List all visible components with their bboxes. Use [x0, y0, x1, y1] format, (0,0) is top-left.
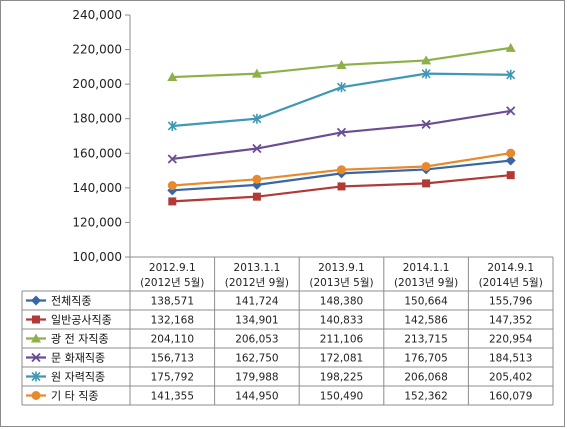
data-point [167, 154, 177, 164]
data-point [422, 179, 431, 188]
series-line [172, 109, 511, 161]
legend-label: 기 타 직종 [51, 390, 98, 403]
data-point [337, 182, 346, 191]
data-label: 175,792 [151, 372, 194, 384]
data-point [506, 148, 516, 158]
data-label: 147,352 [489, 315, 532, 327]
data-label: 152,362 [404, 391, 447, 403]
legend-key-marker [32, 315, 40, 324]
data-point [421, 55, 432, 65]
data-label: 176,705 [404, 353, 447, 365]
legend-key-marker [31, 371, 41, 382]
data-label: 205,402 [489, 372, 532, 384]
category-sublabel: (2013년 9월) [394, 277, 458, 289]
data-label: 156,713 [151, 353, 194, 365]
data-label: 141,355 [151, 391, 194, 403]
data-label: 155,796 [489, 296, 533, 308]
y-tick-label: 160,000 [72, 146, 122, 160]
data-point [251, 68, 262, 78]
data-label: 204,110 [151, 334, 194, 346]
data-label: 206,068 [404, 372, 447, 384]
data-label: 140,833 [320, 315, 363, 327]
y-tick-label: 100,000 [72, 250, 122, 264]
data-label: 134,901 [235, 315, 278, 327]
data-point [506, 106, 516, 116]
legend-label: 문 화재직종 [51, 352, 105, 365]
legend-label: 광 전 자직종 [51, 333, 109, 346]
data-point [505, 155, 516, 166]
category-sublabel: (2012년 9월) [225, 277, 289, 289]
data-label: 211,106 [320, 334, 364, 346]
data-point [421, 68, 431, 79]
data-point [421, 161, 431, 171]
data-label: 142,586 [404, 315, 448, 327]
category-label: 2014.9.1 [487, 262, 534, 274]
data-point [167, 120, 177, 131]
data-point [167, 181, 177, 191]
legend-label: 일반공사직종 [51, 313, 112, 327]
y-tick-label: 240,000 [72, 8, 122, 22]
data-point [252, 113, 262, 124]
data-point [336, 59, 347, 69]
data-point [506, 171, 515, 180]
category-label: 2014.1.1 [403, 262, 450, 274]
data-point [337, 165, 346, 175]
legend-key-marker [31, 391, 41, 400]
data-point [506, 69, 516, 80]
data-label: 179,988 [235, 372, 278, 384]
data-label: 138,571 [151, 296, 194, 308]
legend-label: 전체직종 [51, 295, 91, 308]
data-label: 220,954 [489, 334, 533, 346]
y-tick-label: 120,000 [72, 215, 122, 229]
data-point [421, 119, 431, 130]
data-point [252, 174, 262, 184]
data-point [252, 192, 261, 201]
data-label: 172,081 [320, 353, 363, 365]
data-label: 213,715 [404, 334, 447, 346]
data-label: 148,380 [320, 296, 363, 308]
data-label: 141,724 [235, 296, 279, 308]
data-label: 162,750 [235, 353, 278, 365]
category-label: 2012.9.1 [149, 262, 196, 274]
y-tick-label: 200,000 [72, 77, 122, 91]
data-point [168, 197, 177, 206]
data-point [336, 127, 347, 138]
y-tick-label: 180,000 [72, 112, 122, 126]
legend-key-marker [31, 295, 41, 306]
data-point [336, 82, 347, 93]
category-sublabel: (2012년 5월) [140, 277, 204, 289]
legend-key-marker [31, 352, 41, 363]
data-label: 150,490 [320, 391, 363, 403]
y-tick-label: 220,000 [72, 43, 122, 57]
legend-key-marker [31, 333, 41, 343]
legend-label: 원 자력직종 [51, 371, 105, 384]
data-point [505, 42, 516, 52]
data-label: 150,664 [404, 296, 448, 308]
data-label: 206,053 [235, 334, 278, 346]
data-point [167, 72, 178, 82]
data-label: 160,079 [489, 391, 532, 403]
data-point [252, 143, 262, 154]
category-label: 2013.1.1 [234, 262, 281, 274]
data-label: 184,513 [489, 353, 532, 365]
data-label: 144,950 [235, 391, 278, 403]
category-sublabel: (2014년 5월) [479, 277, 543, 289]
category-sublabel: (2013년 5월) [309, 277, 373, 289]
data-label: 132,168 [151, 315, 194, 327]
data-label: 198,225 [320, 372, 363, 384]
y-tick-label: 140,000 [72, 181, 122, 195]
category-label: 2013.9.1 [318, 262, 365, 274]
